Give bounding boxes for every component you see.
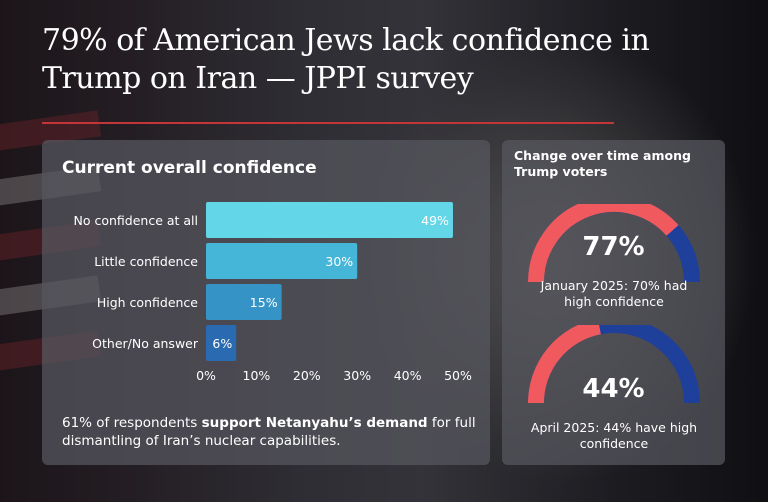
value-label: 49% — [421, 213, 449, 228]
bar — [206, 325, 237, 361]
x-tick-label: 40% — [394, 368, 422, 383]
bar — [206, 202, 453, 238]
value-label: 30% — [325, 254, 353, 269]
bar-chart-title: Current overall confidence — [62, 158, 317, 178]
footnote-end: for full dismantling of Iran’s nuclear c… — [62, 415, 476, 449]
headline: 79% of American Jews lack confidence in … — [42, 23, 650, 96]
bar-chart: No confidence at all 49% Little confidence… — [73, 202, 472, 383]
bar — [206, 284, 282, 320]
bar — [206, 243, 358, 279]
gauge-april-value: 44% — [582, 374, 645, 404]
x-tick-label: 30% — [343, 368, 371, 383]
footnote: 61% of respondents support Netanyahu’s d… — [62, 414, 482, 450]
gauge-january — [528, 204, 700, 283]
headline-rule — [42, 122, 614, 124]
gauge-january-caption: January 2025: 70% had high confidence — [540, 278, 688, 309]
category-label: Other/No answer — [92, 336, 199, 351]
confidence-bar-panel: Current overall confidence No confidence… — [42, 140, 490, 465]
gauge-april-caption: April 2025: 44% have high confidence — [530, 420, 698, 451]
category-label: No confidence at all — [73, 213, 198, 228]
gauge-panel-title: Change over time among Trump voters — [514, 148, 691, 179]
trend-gauge-panel: Change over time among Trump voters 77% … — [502, 140, 725, 465]
x-tick-label: 20% — [293, 368, 321, 383]
gauge-value-arc — [528, 325, 602, 404]
x-tick-label: 10% — [243, 368, 271, 383]
x-tick-label: 50% — [444, 368, 472, 383]
category-label: Little confidence — [94, 254, 198, 269]
value-label: 15% — [250, 295, 278, 310]
footnote-start: 61% of respondents — [62, 415, 202, 431]
gauge-value-arc — [528, 204, 679, 283]
gauge-january-value: 77% — [582, 232, 645, 262]
category-label: High confidence — [97, 295, 198, 310]
x-tick-label: 0% — [196, 368, 216, 383]
footnote-bold: support Netanyahu’s demand — [201, 415, 428, 431]
value-label: 6% — [212, 336, 232, 351]
gauge-april — [528, 325, 700, 404]
